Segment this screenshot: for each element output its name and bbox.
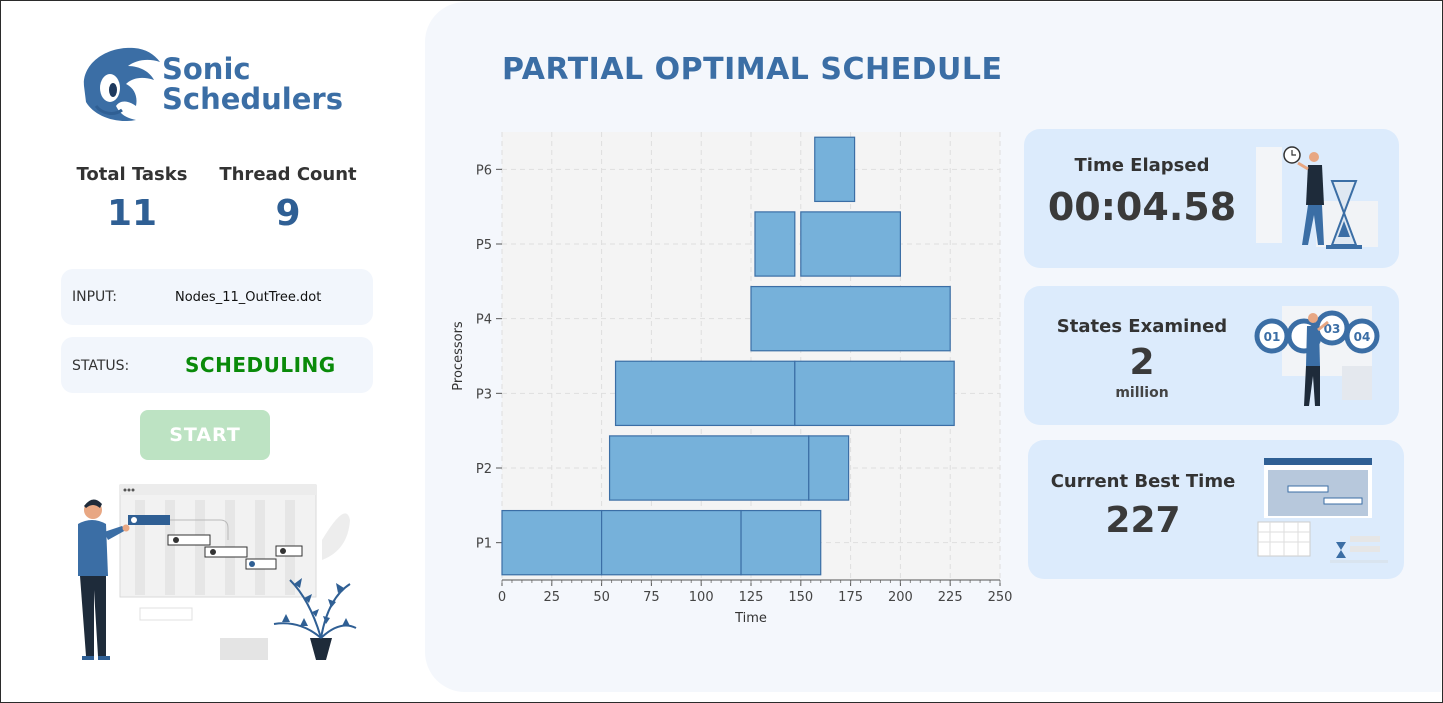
total-tasks-stat: Total Tasks 11	[66, 164, 198, 234]
x-tick-label: 0	[498, 590, 506, 605]
task-bar-p3	[794, 360, 955, 427]
thread-count-label: Thread Count	[219, 164, 357, 185]
svg-text:03: 03	[1324, 322, 1341, 336]
y-tick-label-p3: P3	[476, 387, 492, 402]
total-tasks-value: 11	[106, 193, 158, 234]
x-tick-label: 25	[544, 590, 561, 605]
x-tick-label: 50	[593, 590, 610, 605]
x-tick-label: 250	[988, 590, 1013, 605]
task-bar-p1	[601, 509, 742, 576]
task-bar-p2	[808, 435, 850, 501]
task-bar-p3	[614, 360, 796, 427]
calendar-hourglass-icon	[1257, 458, 1388, 563]
thread-count-value: 9	[275, 193, 301, 234]
y-axis-label: Processors	[451, 321, 466, 391]
status-label: STATUS:	[72, 358, 130, 374]
y-tick-label-p4: P4	[476, 313, 492, 328]
time-elapsed-card: Time Elapsed 00:04.58	[1024, 129, 1399, 268]
brand-line-2: Schedulers	[162, 82, 343, 116]
y-tick-label-p2: P2	[476, 462, 492, 477]
status-box: STATUS: SCHEDULING	[61, 337, 373, 393]
x-axis-label: Time	[734, 611, 767, 626]
y-tick-label-p6: P6	[476, 163, 492, 178]
input-label: INPUT:	[72, 289, 118, 305]
scheduler-person-illustration	[78, 484, 357, 660]
x-tick-label: 200	[888, 590, 913, 605]
task-bar-p6	[814, 136, 856, 203]
y-tick-label-p1: P1	[476, 537, 492, 552]
states-examined-value: 2	[1129, 342, 1155, 383]
thread-count-stat: Thread Count 9	[214, 164, 362, 234]
sonic-mascot-icon	[83, 47, 160, 122]
x-tick-label: 150	[788, 590, 813, 605]
brand-name: Sonic Schedulers	[162, 54, 343, 114]
total-tasks-label: Total Tasks	[76, 164, 188, 185]
x-tick-label: 225	[938, 590, 963, 605]
x-tick-label: 100	[689, 590, 714, 605]
start-button[interactable]: START	[140, 410, 270, 460]
best-time-card: Current Best Time 227	[1028, 440, 1404, 579]
app-logo: Sonic Schedulers	[76, 44, 376, 124]
svg-text:04: 04	[1354, 330, 1371, 344]
time-elapsed-value: 00:04.58	[1047, 185, 1237, 229]
task-bar-p4	[750, 285, 951, 352]
input-filename: Nodes_11_OutTree.dot	[175, 290, 322, 305]
states-examined-card: States Examined 2 million 01 03 04	[1024, 286, 1399, 425]
x-tick-label: 75	[643, 590, 660, 605]
task-bar-p2	[608, 435, 810, 501]
task-bar-p5	[800, 211, 901, 277]
states-examined-unit: million	[1115, 385, 1169, 401]
task-bar-p1	[501, 509, 603, 576]
best-time-label: Current Best Time	[1050, 471, 1236, 492]
schedule-title: PARTIAL OPTIMAL SCHEDULE	[502, 52, 1003, 87]
status-value: SCHEDULING	[185, 353, 336, 377]
time-elapsed-label: Time Elapsed	[1074, 155, 1210, 176]
task-bar-p1	[740, 509, 822, 576]
y-tick-label-p5: P5	[476, 238, 492, 253]
progress-steps-icon: 01 03 04	[1254, 306, 1380, 406]
task-bar-p5	[754, 211, 796, 277]
brand-line-1: Sonic	[162, 52, 251, 86]
input-box: INPUT: Nodes_11_OutTree.dot	[61, 269, 373, 325]
svg-text:01: 01	[1264, 330, 1281, 344]
x-tick-label: 175	[838, 590, 863, 605]
gantt-chart: 0 25 50 75 100 125 150 175 200 225 250 P1 P2 P3 P4 P5 P6…	[451, 132, 1013, 626]
x-tick-label: 125	[739, 590, 764, 605]
states-examined-label: States Examined	[1056, 316, 1228, 337]
best-time-value: 227	[1105, 500, 1181, 541]
hourglass-person-icon	[1256, 146, 1378, 249]
